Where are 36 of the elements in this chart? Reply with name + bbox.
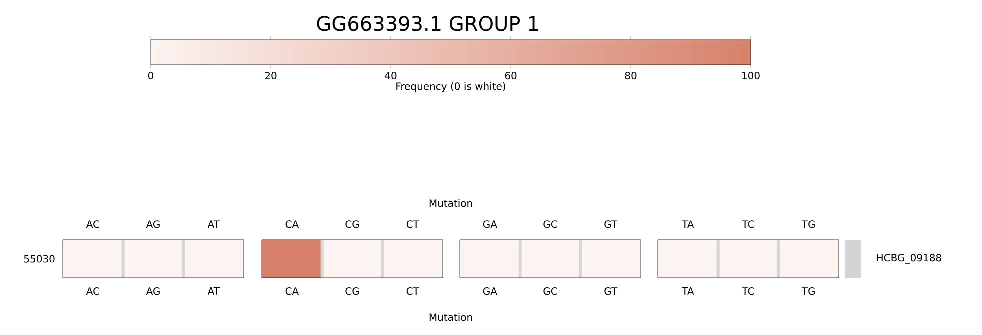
x-tick-label: CT [406, 288, 420, 296]
x-tick-label: AC [86, 288, 100, 296]
x-tick-label: GA [483, 288, 498, 296]
category-label: GT [604, 220, 618, 228]
category-label: TG [802, 220, 815, 228]
category-label: CT [406, 220, 420, 228]
x2-axis-title: Mutation [430, 199, 472, 208]
x-tick-label: GC [544, 288, 558, 296]
color-bar-label: 0 [148, 72, 154, 80]
category-label: AT [208, 220, 220, 228]
x-tick-label: GT [604, 288, 618, 296]
x-tick-label: CG [346, 288, 360, 296]
color-bar-label: 60 [505, 72, 517, 80]
y-tick-label: 55030 [24, 255, 55, 263]
color-bar-label: 40 [385, 72, 397, 80]
x-tick-label: AG [146, 288, 160, 296]
x-axis-title: Mutation [430, 313, 472, 322]
color-bar-label: 100 [742, 72, 760, 80]
category-label: GC [544, 220, 558, 228]
x-tick-label: CA [286, 288, 300, 296]
category-label: CG [346, 220, 360, 228]
x-tick-label: TG [802, 288, 815, 296]
x-tick-label: AT [208, 288, 220, 295]
category-label: CA [286, 220, 300, 228]
category-label: AG [146, 220, 160, 228]
category-label: TC [742, 220, 754, 228]
x-tick-label: TA [682, 288, 694, 295]
category-label: TA [682, 220, 694, 228]
category-label: GA [483, 220, 498, 228]
y2-tick-label: HCBG_09188 [877, 254, 942, 264]
category-label: AC [86, 220, 100, 228]
color-bar-label: 20 [265, 72, 277, 80]
color-bar-title: Frequency (0 is white) [396, 82, 506, 92]
color-bar-label: 80 [625, 72, 637, 80]
chart-title: GG663393.1 GROUP 1 [317, 16, 538, 32]
x-tick-label: TC [742, 288, 754, 296]
